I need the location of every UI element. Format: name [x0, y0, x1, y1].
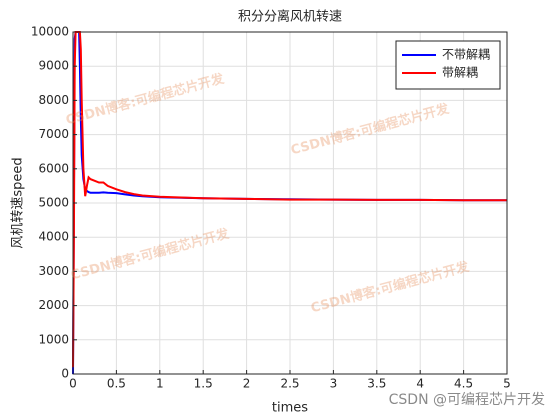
x-tick-label: 3.5 — [367, 377, 386, 391]
y-tick-label: 5000 — [38, 196, 69, 210]
x-tick-label: 5 — [503, 377, 511, 391]
y-tick-label: 0 — [61, 367, 69, 381]
x-tick-label: 0.5 — [107, 377, 126, 391]
y-tick-label: 1000 — [38, 332, 69, 346]
legend-label: 不带解耦 — [442, 48, 490, 62]
x-tick-label: 4 — [416, 377, 424, 391]
x-tick-label: 0 — [69, 377, 77, 391]
y-tick-label: 4000 — [38, 230, 69, 244]
y-tick-label: 10000 — [31, 25, 69, 39]
y-tick-label: 7000 — [38, 127, 69, 141]
y-tick-label: 3000 — [38, 264, 69, 278]
x-tick-label: 2 — [243, 377, 251, 391]
y-tick-label: 9000 — [38, 59, 69, 73]
x-tick-label: 1.5 — [194, 377, 213, 391]
x-tick-label: 4.5 — [454, 377, 473, 391]
x-tick-label: 3 — [330, 377, 338, 391]
x-tick-label: 1 — [156, 377, 164, 391]
x-axis-label: times — [272, 401, 308, 416]
footer-watermark: CSDN @可编程芯片开发 — [389, 392, 545, 408]
y-tick-label: 8000 — [38, 93, 69, 107]
y-tick-label: 6000 — [38, 161, 69, 175]
x-tick-label: 2.5 — [280, 377, 299, 391]
y-axis-label: 风机转速speed — [11, 157, 26, 248]
legend-box — [395, 40, 501, 90]
legend-label: 带解耦 — [442, 66, 478, 80]
chart-title: 积分分离风机转速 — [238, 9, 342, 25]
y-tick-label: 2000 — [38, 298, 69, 312]
